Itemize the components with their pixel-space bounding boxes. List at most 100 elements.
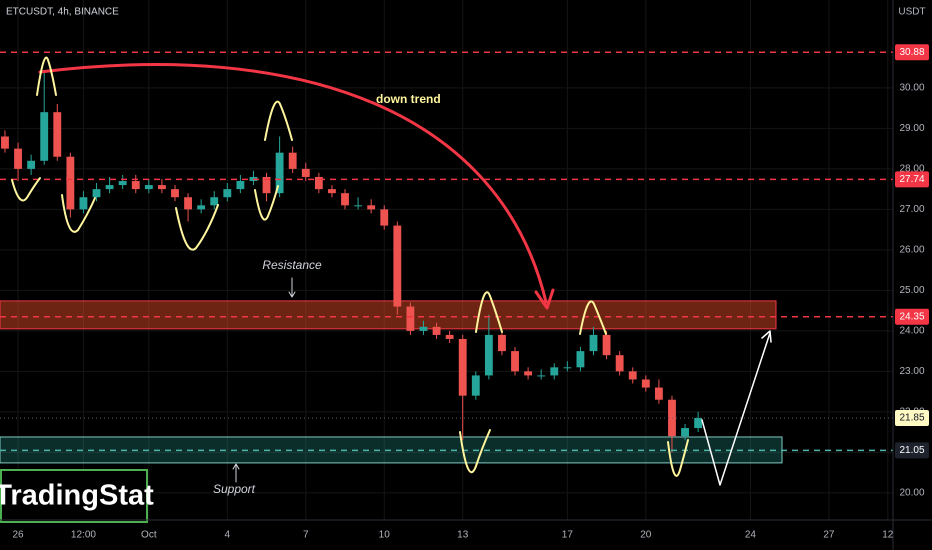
price-label: 21.85 (899, 413, 924, 424)
candle-body (262, 176, 271, 194)
trough-mark (175, 204, 219, 251)
resistance-pointer (288, 277, 296, 298)
candle-body (184, 197, 192, 210)
candle-body (524, 371, 533, 376)
zone-label: Support (213, 482, 256, 496)
candle-body (367, 205, 376, 210)
candle-body (197, 205, 206, 210)
axes: 20.0021.0022.0023.0024.0025.0026.0027.00… (12, 44, 929, 541)
price-label-box (895, 442, 929, 459)
candle-body (537, 375, 546, 377)
x-tick-label: 17 (562, 530, 574, 541)
candle-body (511, 351, 519, 372)
support-pointer (232, 463, 240, 483)
y-tick-label: 28.00 (899, 164, 924, 175)
candles (1, 71, 703, 453)
projection-arrowhead (761, 330, 772, 343)
x-tick-label: 10 (379, 530, 391, 541)
zone (0, 300, 777, 330)
trend-arrow (38, 63, 548, 304)
x-tick-label: Oct (141, 530, 157, 541)
x-tick-label: 27 (823, 530, 835, 541)
candle-body (301, 168, 310, 177)
annotation-text: down trend (376, 92, 441, 106)
candle-body (445, 334, 454, 339)
candle-body (380, 209, 389, 226)
x-tick-label: 24 (745, 530, 757, 541)
zone-label: Resistance (262, 258, 322, 272)
trough-mark (667, 439, 689, 477)
candle-body (668, 399, 676, 437)
candle-body (563, 367, 572, 369)
chart-title: ETCUSDT, 4h, BINANCE (6, 7, 119, 18)
candle-body (628, 371, 637, 380)
price-lines (0, 51, 893, 452)
candle-body (341, 193, 349, 206)
candle-body (406, 306, 415, 331)
y-tick-label: 24.00 (899, 326, 924, 337)
projection-path (701, 332, 771, 486)
candle-body (576, 351, 585, 368)
candle-body (694, 417, 703, 429)
candle-body (118, 181, 127, 186)
y-tick-label: 26.00 (899, 245, 924, 256)
trough-mark (254, 185, 279, 221)
candle-body (498, 334, 506, 352)
price-label-box (895, 308, 929, 325)
candle-body (484, 334, 493, 376)
candle-body (681, 428, 689, 437)
price-label-box (895, 44, 929, 61)
trend-arrowhead (534, 288, 555, 310)
candle-body (654, 387, 663, 400)
candle-body (131, 181, 140, 190)
candle-body (393, 225, 402, 307)
candle-body (223, 189, 232, 198)
candle-body (157, 185, 166, 190)
candle-body (66, 156, 75, 210)
candle-body (354, 205, 363, 207)
candle-body (314, 176, 323, 190)
price-label: 24.35 (899, 311, 924, 322)
y-tick-label: 23.00 (899, 366, 924, 377)
x-tick-label: 4 (225, 530, 231, 541)
x-tick-label: 13 (457, 530, 469, 541)
candle-body (458, 338, 467, 396)
candle-body (144, 185, 153, 190)
candle-body (27, 160, 36, 169)
candle-body (471, 375, 480, 396)
peak-mark (36, 56, 57, 96)
x-tick-label: 26 (12, 530, 24, 541)
candle-body (171, 189, 179, 198)
candle-body (236, 181, 245, 190)
x-tick-label: 12 (882, 530, 894, 541)
y-tick-label: 30.00 (899, 83, 924, 94)
x-tick-label: 7 (303, 530, 309, 541)
y-tick-label: 20.00 (899, 488, 924, 499)
price-label-box (895, 171, 929, 188)
candle-body (210, 197, 219, 206)
grid (0, 0, 893, 520)
price-label: 27.74 (899, 174, 924, 185)
x-tick-label: 20 (640, 530, 652, 541)
candle-body (589, 334, 598, 352)
y-tick-label: 27.00 (899, 204, 924, 215)
price-label: 30.88 (899, 47, 924, 58)
peak-mark (579, 300, 607, 335)
candle-body (53, 112, 62, 157)
candle-body (92, 189, 101, 198)
candle-body (432, 326, 441, 335)
candle-body (275, 152, 284, 194)
peak-mark (475, 291, 503, 333)
watermark: TradingStat (0, 480, 154, 512)
x-tick-label: 12:00 (71, 530, 96, 541)
y-tick-label: 25.00 (899, 285, 924, 296)
candle-body (641, 379, 650, 388)
candle-body (1, 136, 9, 149)
watermark-box (0, 469, 148, 523)
candle-body (602, 334, 611, 356)
trough-mark (459, 429, 491, 473)
candle-body (79, 197, 88, 210)
